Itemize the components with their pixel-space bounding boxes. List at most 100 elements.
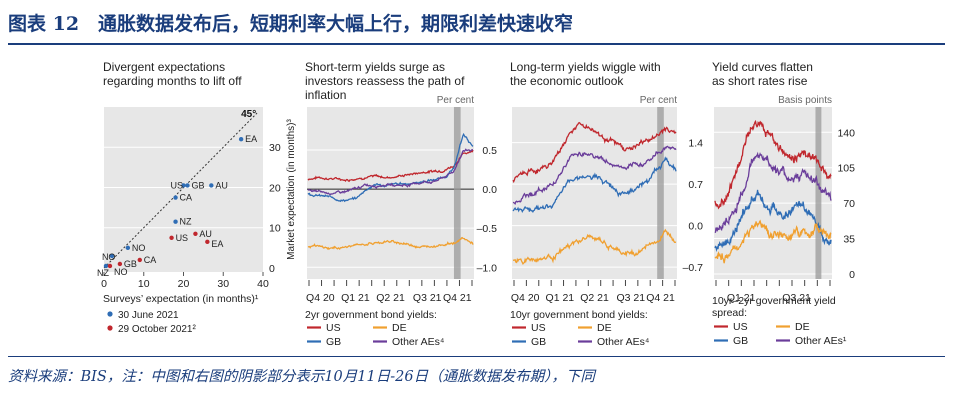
x-tick-label-long: Q2 21 [580, 292, 609, 304]
x-tick-label-long: Q3 21 [616, 292, 645, 304]
x-tick-label-short: Q3 21 [413, 292, 442, 304]
scatter-point-label: AU [215, 180, 228, 190]
line-title-long-line-1: the economic outlook [510, 74, 624, 88]
series-line-spread-GB [714, 189, 832, 253]
scatter-point-label: GB [191, 180, 204, 190]
scatter-point-0-NO [125, 245, 131, 251]
legend-label-long: US [531, 322, 546, 334]
scatter-point-0-GB [185, 183, 190, 188]
scatter-legend-label: 29 October 2021² [118, 324, 196, 335]
x-tick-label-long: Q4 20 [511, 292, 540, 304]
scatter-point-1-US [169, 235, 174, 240]
x-tick-label-short: Q2 21 [376, 292, 405, 304]
y-tick-label-spread: 0 [849, 269, 855, 281]
y-tick-label-long: –0.7 [683, 262, 704, 274]
unit-label-spread: Basis points [778, 95, 832, 106]
unit-label-long: Per cent [640, 95, 677, 106]
scatter-x-tick-label: 30 [217, 278, 229, 290]
scatter-point-label: NO [132, 243, 146, 253]
chart-title: 图表 12 通胀数据发布后，短期利率大幅上行，期限利差快速收窄 [8, 13, 574, 35]
legend-label-short: Other AEs⁴ [392, 336, 444, 348]
scatter-point-label: NO [102, 252, 116, 262]
x-tick-label-short: Q1 21 [341, 292, 370, 304]
legend-title-short-line-0: 2yr government bond yields: [305, 309, 437, 321]
scatter-point-1-AU [193, 231, 198, 236]
y-tick-label-short: –1.0 [477, 262, 498, 274]
plot-area-spread [714, 107, 832, 279]
x-tick-label-short: Q4 21 [443, 292, 472, 304]
scatter-x-tick-label: 0 [101, 278, 107, 290]
x-tick-label-spread: Q1 21 [727, 292, 756, 304]
x-tick-label-long: Q4 21 [646, 292, 675, 304]
scatter-legend-marker [107, 325, 113, 331]
y-tick-label-long: 1.4 [688, 138, 703, 150]
series-line-short-OtherAEs [307, 148, 473, 196]
scatter-point-0-NZ [103, 263, 109, 269]
legend-label-short: GB [326, 336, 341, 348]
legend-title-long-line-0: 10yr government bond yields: [510, 309, 648, 321]
legend-label-spread: GB [733, 335, 748, 347]
scatter-point-label: US [171, 180, 184, 190]
scatter-point-1-GB [117, 261, 123, 267]
scatter-point-0-AU [209, 183, 214, 188]
y-tick-label-short: –0.5 [477, 223, 498, 235]
scatter-point-0-US [181, 183, 186, 188]
scatter-point-0-CA [173, 195, 178, 200]
y-tick-label-long: 0.0 [688, 221, 703, 233]
series-line-spread-DE [714, 219, 832, 264]
legend-label-spread: DE [795, 321, 810, 333]
legend-label-short: DE [392, 322, 407, 334]
footnote-rule [8, 356, 945, 357]
x-tick-label-spread: Q3 21 [782, 292, 811, 304]
legend-label-spread: Other AEs¹ [795, 335, 847, 347]
scatter-point-1-NO [107, 263, 113, 269]
scatter-point-label: AU [199, 229, 212, 239]
scatter-point-0-EA [238, 136, 244, 142]
x-tick-label-short: Q4 20 [306, 292, 335, 304]
series-line-long-GB [512, 156, 677, 214]
scatter-point-1-CA [137, 257, 142, 263]
line-title-short-line-2: inflation [305, 88, 346, 102]
y-tick-label-spread: 140 [837, 127, 855, 139]
diagonal-45-line [103, 112, 258, 269]
plot-area-short [307, 107, 474, 279]
series-line-short-DE [307, 236, 474, 251]
scatter-y-tick-label: 30 [269, 142, 281, 154]
line-title-long-line-0: Long-term yields wiggle with [510, 60, 661, 74]
x-tick-label-long: Q1 21 [546, 292, 575, 304]
line-title-spread-line-1: as short rates rise [712, 74, 808, 88]
scatter-y-axis-label: Market expectation (in months)³ [286, 119, 297, 260]
scatter-title-line-1: regarding months to lift off [103, 74, 242, 88]
scatter-title-line-0: Divergent expectations [103, 60, 225, 74]
scatter-y-tick-label: 10 [269, 223, 281, 235]
scatter-point-label: NO [114, 267, 128, 277]
scatter-x-tick-label: 10 [138, 278, 150, 290]
y-tick-label-spread: 70 [843, 198, 855, 210]
scatter-point-label: EA [245, 134, 257, 144]
scatter-point-label: GB [124, 259, 137, 269]
diagonal-label: 45° [241, 109, 256, 120]
scatter-y-tick-label: 0 [269, 263, 275, 275]
shaded-period-short [453, 107, 461, 279]
scatter-x-tick-label: 40 [257, 278, 269, 290]
scatter-legend-label: 30 June 2021 [118, 310, 179, 321]
series-line-long-US [512, 121, 677, 184]
series-line-spread-US [714, 119, 832, 210]
shaded-period-spread [815, 107, 822, 279]
title-rule [8, 43, 945, 45]
scatter-x-tick-label: 20 [178, 278, 190, 290]
scatter-point-label: NZ [97, 268, 109, 278]
legend-title-spread-line-0: 10yr–2yr government yield [712, 295, 836, 307]
scatter-y-tick-label: 20 [269, 182, 281, 194]
legend-label-spread: US [733, 321, 748, 333]
scatter-point-1-EA [205, 239, 210, 245]
scatter-legend-marker [107, 311, 113, 317]
y-tick-label-spread: 105 [837, 163, 855, 175]
series-line-long-OtherAEs [512, 145, 677, 205]
y-tick-label-spread: 35 [843, 234, 855, 246]
legend-label-long: GB [531, 336, 546, 348]
y-tick-label-long: 0.7 [688, 179, 703, 191]
shaded-period-long [657, 107, 664, 279]
series-line-long-DE [512, 228, 677, 265]
